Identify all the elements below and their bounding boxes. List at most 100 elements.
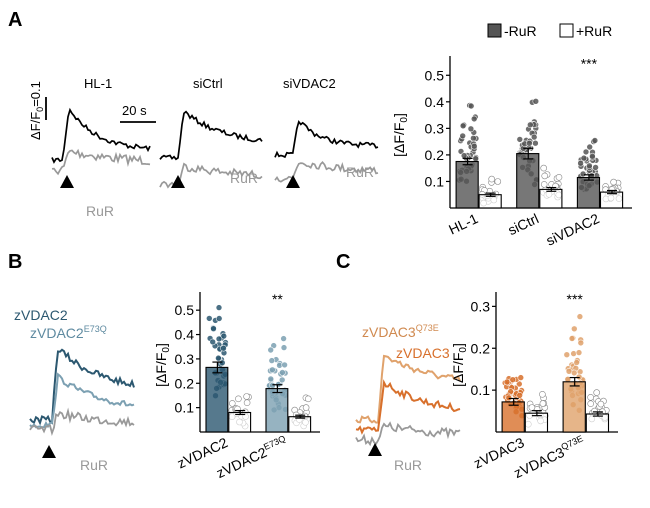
- data-point: [528, 404, 536, 411]
- rur-label-c: RuR: [394, 457, 422, 473]
- y-axis-label: [ΔF/F0]: [391, 113, 410, 157]
- category-label: siVDAC2: [543, 210, 601, 249]
- trace-title-hl1: HL-1: [84, 76, 112, 91]
- trace-zvdac2-rur: [29, 407, 135, 436]
- y-axis-label: [ΔF/F0]: [450, 343, 469, 387]
- data-point: [589, 152, 596, 160]
- trace-label-zvdac2: zVDAC2: [14, 307, 68, 323]
- trace-title-sivdac2: siVDAC2: [283, 76, 336, 91]
- data-point: [280, 335, 287, 342]
- panel-letter-b: B: [8, 251, 22, 273]
- category-label: siCtrl: [505, 210, 541, 238]
- data-point: [576, 313, 584, 320]
- bar: [576, 176, 601, 209]
- y-tick-label: 0.1: [425, 173, 445, 189]
- trace-sictrl: [159, 110, 263, 161]
- data-point: [563, 351, 571, 359]
- trace-zvdac2-e73q: [29, 372, 135, 429]
- data-point: [539, 390, 546, 398]
- data-point: [568, 335, 576, 342]
- bar-chart-a: 0.1 0.2 0.3 0.4 0.5 [ΔF/F0] HL-1 siCtrl siVDAC2 *…: [391, 23, 632, 249]
- y-tick-label: 0.4: [175, 327, 195, 343]
- data-point: [586, 162, 593, 170]
- stimulus-arrow-hl1: [60, 175, 74, 188]
- data-point: [219, 359, 226, 367]
- data-point: [281, 361, 288, 369]
- data-point: [516, 136, 524, 143]
- data-point: [206, 315, 213, 322]
- y-tick-label: 0.3: [471, 298, 491, 314]
- trace-label-zvdac3-q73e: zVDAC3Q73E: [362, 323, 439, 340]
- data-point: [268, 357, 276, 364]
- significance-label: ***: [581, 55, 598, 71]
- data-point: [565, 367, 573, 375]
- data-point: [532, 98, 540, 105]
- y-tick-label: 0.3: [175, 351, 195, 367]
- data-point: [470, 134, 477, 142]
- data-point: [586, 143, 594, 151]
- bar: [288, 416, 312, 433]
- legend-label: -RuR: [504, 23, 537, 39]
- data-point: [555, 174, 563, 181]
- bar: [585, 413, 610, 433]
- trace-sivdac2: [274, 119, 379, 159]
- data-point: [220, 332, 228, 340]
- bar: [501, 401, 525, 433]
- data-point: [459, 122, 467, 130]
- data-point: [552, 182, 559, 190]
- stimulus-arrow-sivdac2: [286, 175, 300, 188]
- data-point: [459, 132, 467, 140]
- trace-hl1: [51, 107, 151, 164]
- data-point: [280, 344, 288, 351]
- data-point: [505, 394, 513, 402]
- legend-label: +RuR: [576, 23, 612, 39]
- data-point: [530, 133, 538, 141]
- data-point: [539, 400, 547, 407]
- data-point: [577, 159, 584, 167]
- data-point: [515, 380, 523, 388]
- bar: [562, 381, 586, 433]
- data-point: [215, 304, 223, 311]
- rur-label-sivdac2: RuR: [346, 164, 374, 180]
- y-tick-label: 0.1: [175, 400, 195, 416]
- trace-hl1-rur: [51, 148, 151, 176]
- data-point: [279, 369, 286, 376]
- data-point: [597, 400, 605, 408]
- data-point: [580, 154, 588, 162]
- bar: [205, 366, 229, 433]
- data-point: [575, 373, 583, 381]
- data-point: [267, 375, 275, 383]
- trace-zvdac3: [355, 379, 461, 435]
- stimulus-arrow-b: [42, 445, 56, 458]
- data-point: [509, 376, 517, 384]
- y-tick-label: 0.5: [425, 67, 445, 83]
- trace-label-zvdac3: zVDAC3: [396, 345, 450, 361]
- y-tick-label: 0.4: [425, 94, 445, 110]
- data-point: [517, 374, 525, 381]
- data-point: [278, 376, 286, 384]
- y-tick-label: 0.1: [471, 382, 491, 398]
- stimulus-arrow-c: [368, 443, 382, 456]
- bar: [516, 153, 540, 209]
- data-point: [215, 335, 223, 343]
- data-point: [269, 366, 276, 374]
- rur-label-hl1: RuR: [86, 203, 114, 219]
- data-point: [467, 102, 475, 110]
- data-point: [267, 346, 275, 354]
- data-point: [540, 164, 548, 172]
- category-label: HL-1: [446, 210, 480, 237]
- data-point: [304, 395, 312, 403]
- data-point: [592, 164, 599, 171]
- data-point: [582, 148, 590, 156]
- bar: [539, 188, 563, 209]
- legend-swatch: [487, 23, 502, 38]
- data-point: [215, 354, 222, 362]
- data-point: [526, 139, 533, 147]
- data-point: [587, 400, 595, 408]
- data-point: [577, 339, 585, 347]
- legend-swatch: [559, 23, 574, 38]
- traces-b: zVDAC2 zVDAC2E73Q RuR: [14, 307, 135, 473]
- y-tick-label: 0.2: [175, 375, 195, 391]
- significance-label: **: [272, 291, 283, 307]
